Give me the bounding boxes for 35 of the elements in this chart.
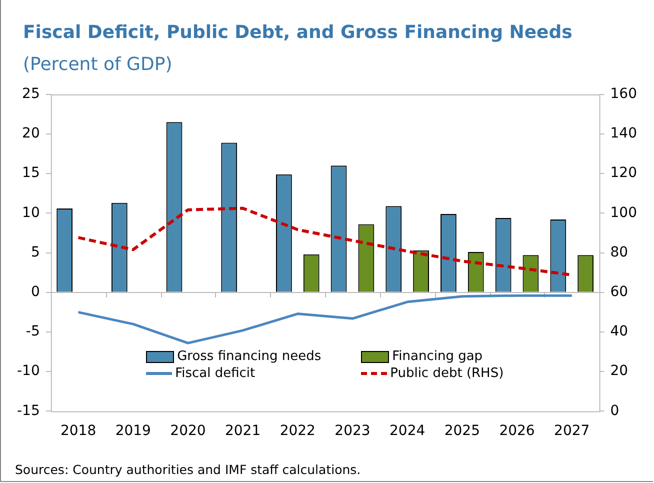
y-tick-label: 25 (22, 86, 40, 102)
y2-tick-label: 60 (610, 284, 628, 300)
y-tick-label: 10 (22, 204, 40, 221)
x-tick-label: 2019 (115, 423, 151, 440)
y2-tick-label: 40 (610, 324, 628, 340)
x-tick-label: 2020 (170, 423, 206, 440)
y-tick-label: -5 (26, 324, 40, 340)
y2-tick-label: 120 (610, 165, 638, 182)
legend-label: Financing gap (392, 349, 483, 364)
y2-tick-label: 20 (610, 363, 628, 380)
x-tick-label: 2018 (60, 423, 96, 440)
y2-tick-label: 0 (610, 402, 620, 419)
y-tick-label: 5 (30, 244, 40, 260)
x-tick-label: 2026 (499, 423, 535, 440)
x-tick-label: 2021 (224, 423, 261, 440)
chart-title: Fiscal Deficit, Public Debt, and Gross Financing Needs (23, 22, 572, 43)
x-tick-label: 2025 (444, 423, 480, 440)
y-tick-label: -10 (16, 363, 40, 380)
source-note: Sources: Country authorities and IMF staff calculations. (15, 462, 361, 477)
y-tick-label: -15 (16, 402, 40, 419)
y2-tick-label: 100 (610, 204, 638, 221)
legend-label: Public debt (RHS) (390, 366, 504, 382)
y2-tick-label: 160 (610, 86, 638, 102)
y2-tick-label: 80 (610, 244, 628, 260)
y2-tick-label: 140 (610, 126, 638, 142)
y-tick-label: 15 (22, 165, 40, 182)
x-tick-label: 2024 (390, 423, 426, 440)
x-tick-label: 2027 (554, 423, 590, 440)
x-tick-label: 2023 (334, 423, 370, 440)
y-tick-label: 0 (30, 284, 40, 300)
y-tick-label: 20 (22, 126, 40, 142)
legend-label: Fiscal deficit (175, 366, 256, 382)
x-tick-label: 2022 (280, 423, 316, 440)
chart-subtitle: (Percent of GDP) (23, 54, 172, 75)
legend-label: Gross financing needs (177, 349, 322, 364)
